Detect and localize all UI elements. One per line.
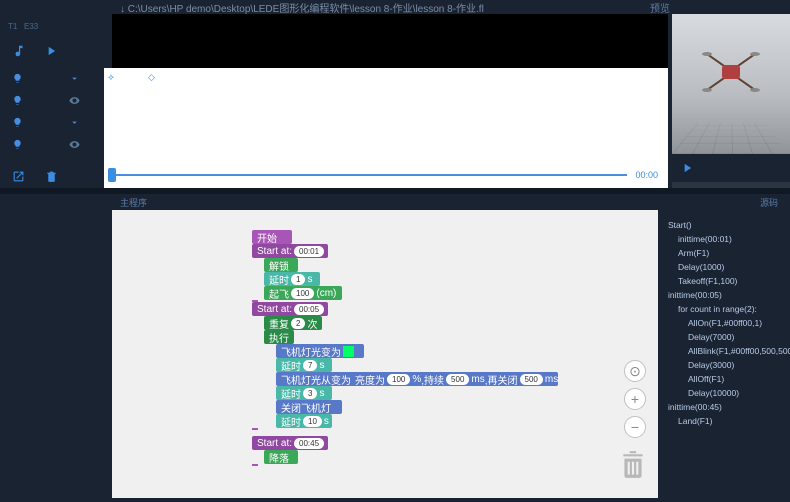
block-takeoff[interactable]: 起飞100(cm): [264, 286, 342, 300]
code-line: Arm(F1): [668, 246, 784, 260]
play-icon[interactable]: [44, 44, 58, 58]
code-line: Delay(7000): [668, 330, 784, 344]
preview-3d-view[interactable]: [672, 14, 790, 154]
topbar: ↓ C:\Users\HP demo\Desktop\LEDE图形化编程软件\l…: [0, 0, 790, 14]
block-exec[interactable]: 执行: [264, 330, 294, 344]
logo: T1 E33: [0, 14, 92, 40]
code-line: Delay(10000): [668, 386, 784, 400]
bulb-icon: [12, 117, 23, 128]
delete-icon[interactable]: [45, 170, 58, 183]
bulb-icon: [12, 95, 23, 106]
eye-icon[interactable]: [69, 95, 80, 106]
timeline-marker-1: ⟡: [108, 72, 114, 83]
code-line: AllOn(F1,#00ff00,1): [668, 316, 784, 330]
zoom-out-button[interactable]: −: [624, 416, 646, 438]
tab-program[interactable]: 主程序: [120, 196, 147, 209]
timeline-time: 00:00: [635, 170, 658, 180]
timeline-area: ⟡ ◇ 00:00: [92, 14, 670, 188]
code-line: Land(F1): [668, 414, 784, 428]
timeline-canvas[interactable]: ⟡ ◇ 00:00: [104, 68, 668, 188]
block-led-blink[interactable]: 飞机灯光从变为亮度为100%,持续500ms,再关闭500ms: [276, 372, 558, 386]
color-swatch[interactable]: [343, 346, 354, 357]
block-led-on[interactable]: 飞机灯光变为: [276, 344, 364, 358]
blocks-canvas[interactable]: 开始 Start at:00:01 解锁 延时1s 起飞100(cm) Star…: [112, 210, 658, 498]
file-path: ↓ C:\Users\HP demo\Desktop\LEDE图形化编程软件\l…: [120, 0, 484, 15]
zoom-center-button[interactable]: ⊙: [624, 360, 646, 382]
block-delay-3[interactable]: 延时3s: [276, 386, 332, 400]
layer-row-2[interactable]: [12, 90, 80, 112]
block-delay-2[interactable]: 延时7s: [276, 358, 332, 372]
layer-row-3[interactable]: [12, 112, 80, 134]
tab-source[interactable]: 源码: [760, 196, 778, 209]
timeline-slider[interactable]: 00:00: [108, 168, 658, 182]
code-line: inittime(00:01): [668, 232, 784, 246]
block-startat-2[interactable]: Start at:00:05: [252, 302, 328, 316]
code-line: Start(): [668, 218, 784, 232]
music-icon[interactable]: [12, 44, 26, 58]
timeline-marker-2: ◇: [148, 72, 155, 83]
trash-button[interactable]: [620, 450, 646, 480]
chevron-down-icon[interactable]: [69, 117, 80, 128]
eye-icon[interactable]: [69, 139, 80, 150]
block-stack[interactable]: 开始 Start at:00:01 解锁 延时1s 起飞100(cm) Star…: [252, 230, 558, 466]
trash-icon: [620, 450, 646, 480]
slider-thumb[interactable]: [108, 168, 116, 182]
layer-row-4[interactable]: [12, 134, 80, 156]
code-line: AllBlink(F1,#00ff00,500,500,1): [668, 344, 784, 358]
drone-model: [708, 54, 754, 90]
block-delay-4[interactable]: 延时10s: [276, 414, 332, 428]
source-code-panel: Start()inittime(00:01)Arm(F1)Delay(1000)…: [662, 210, 790, 502]
block-delay-1[interactable]: 延时1s: [264, 272, 320, 286]
block-startat-1[interactable]: Start at:00:01: [252, 244, 328, 258]
code-line: Delay(3000): [668, 358, 784, 372]
video-strip: [104, 14, 668, 68]
code-line: Takeoff(F1,100): [668, 274, 784, 288]
block-repeat[interactable]: 重复2次: [264, 316, 322, 330]
bulb-icon: [12, 139, 23, 150]
block-led-off[interactable]: 关闭飞机灯: [276, 400, 342, 414]
preview-menu[interactable]: 预览: [650, 0, 670, 15]
block-startat-3[interactable]: Start at:00:45: [252, 436, 328, 450]
code-line: inittime(00:05): [668, 288, 784, 302]
code-line: inittime(00:45): [668, 400, 784, 414]
left-sidebar: T1 E33: [0, 14, 92, 188]
layer-row-1[interactable]: [12, 68, 80, 90]
export-icon[interactable]: [12, 170, 25, 183]
code-line: for count in range(2):: [668, 302, 784, 316]
bulb-icon: [12, 73, 23, 84]
zoom-in-button[interactable]: +: [624, 388, 646, 410]
preview-play-icon[interactable]: [680, 161, 694, 175]
preview-panel: [672, 14, 790, 188]
block-start[interactable]: 开始: [252, 230, 292, 244]
chevron-down-icon[interactable]: [69, 73, 80, 84]
block-arm[interactable]: 解锁: [264, 258, 298, 272]
block-land[interactable]: 降落: [264, 450, 298, 464]
code-line: AllOff(F1): [668, 372, 784, 386]
code-line: Delay(1000): [668, 260, 784, 274]
